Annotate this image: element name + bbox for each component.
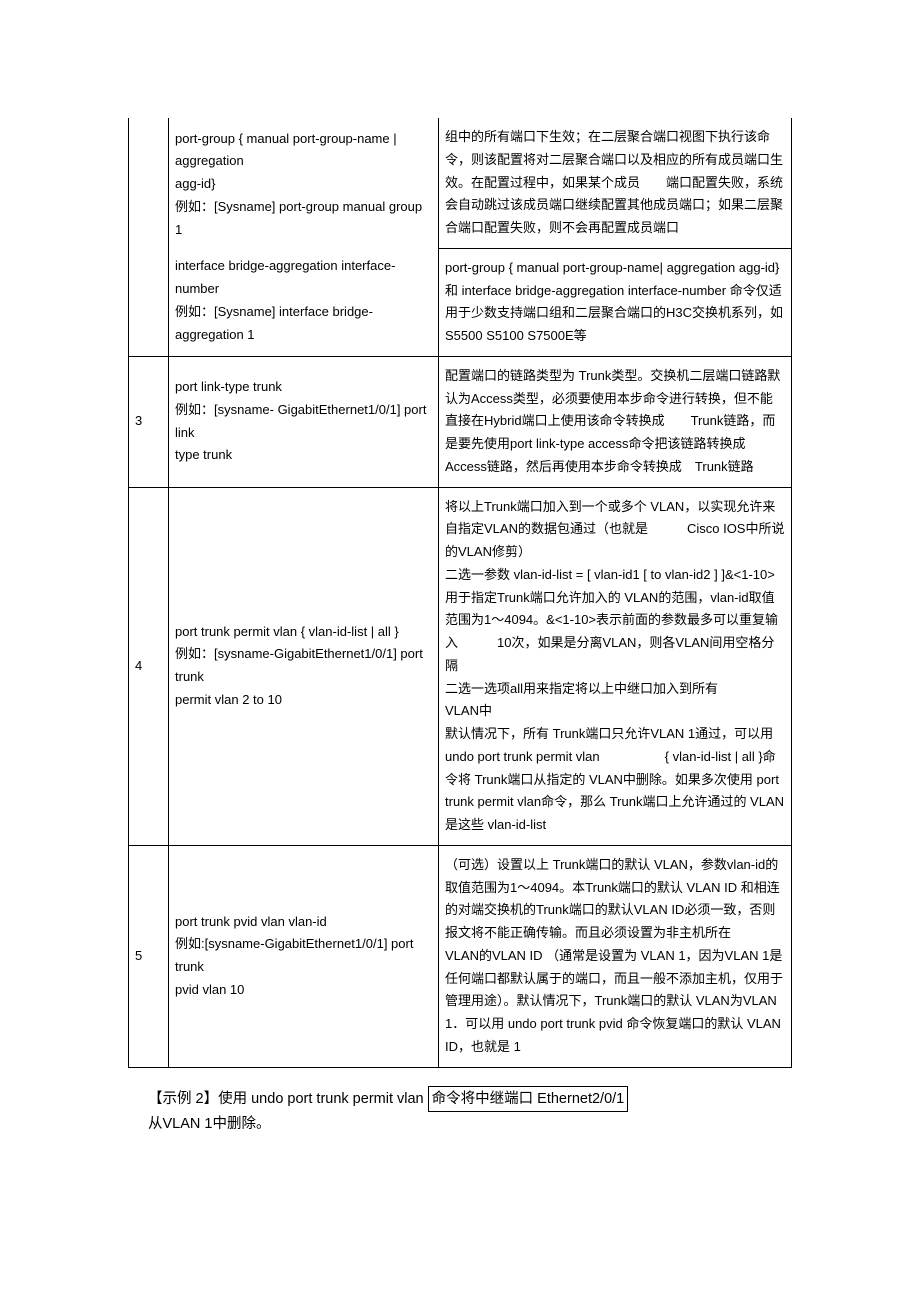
table-row: 3 port link-type trunk 例如：[sysname- Giga… bbox=[129, 356, 792, 487]
config-table: port-group { manual port-group-name | ag… bbox=[128, 118, 792, 1068]
command-text-a: port-group { manual port-group-name | ag… bbox=[175, 128, 432, 242]
command-cell: port trunk pvid vlan vlan-id 例如:[sysname… bbox=[169, 845, 439, 1067]
command-cell: port link-type trunk 例如：[sysname- Gigabi… bbox=[169, 356, 439, 487]
row-number: 4 bbox=[129, 487, 169, 845]
description-text-a: 组中的所有端口下生效；在二层聚合端口视图下执行该命令，则该配置将对二层聚合端口以… bbox=[445, 126, 785, 240]
table-row: port-group { manual port-group-name | ag… bbox=[129, 118, 792, 356]
command-text-b: interface bridge-aggregation interface-n… bbox=[175, 255, 432, 346]
row-number: 3 bbox=[129, 356, 169, 487]
divider bbox=[439, 248, 791, 249]
description-cell: （可选）设置以上 Trunk端口的默认 VLAN，参数vlan-id的取值范围为… bbox=[439, 845, 792, 1067]
boxed-text: 命令将中继端口 Ethernet2/0/1 bbox=[428, 1086, 629, 1113]
table-row: 4 port trunk permit vlan { vlan-id-list … bbox=[129, 487, 792, 845]
command-cell: port trunk permit vlan { vlan-id-list | … bbox=[169, 487, 439, 845]
example-suffix: 从VLAN 1中删除。 bbox=[148, 1116, 270, 1132]
description-text-b: port-group { manual port-group-name| agg… bbox=[445, 257, 785, 348]
example-text: 【示例 2】使用 undo port trunk permit vlan 命令将… bbox=[128, 1086, 792, 1137]
command-cell: port-group { manual port-group-name | ag… bbox=[169, 118, 439, 356]
table-row: 5 port trunk pvid vlan vlan-id 例如:[sysna… bbox=[129, 845, 792, 1067]
row-number bbox=[129, 118, 169, 356]
description-cell: 将以上Trunk端口加入到一个或多个 VLAN，以实现允许来自指定VLAN的数据… bbox=[439, 487, 792, 845]
example-prefix: 【示例 2】使用 undo port trunk permit vlan bbox=[148, 1091, 424, 1107]
row-number: 5 bbox=[129, 845, 169, 1067]
description-cell: 组中的所有端口下生效；在二层聚合端口视图下执行该命令，则该配置将对二层聚合端口以… bbox=[439, 118, 792, 356]
description-cell: 配置端口的链路类型为 Trunk类型。交换机二层端口链路默认为Access类型，… bbox=[439, 356, 792, 487]
